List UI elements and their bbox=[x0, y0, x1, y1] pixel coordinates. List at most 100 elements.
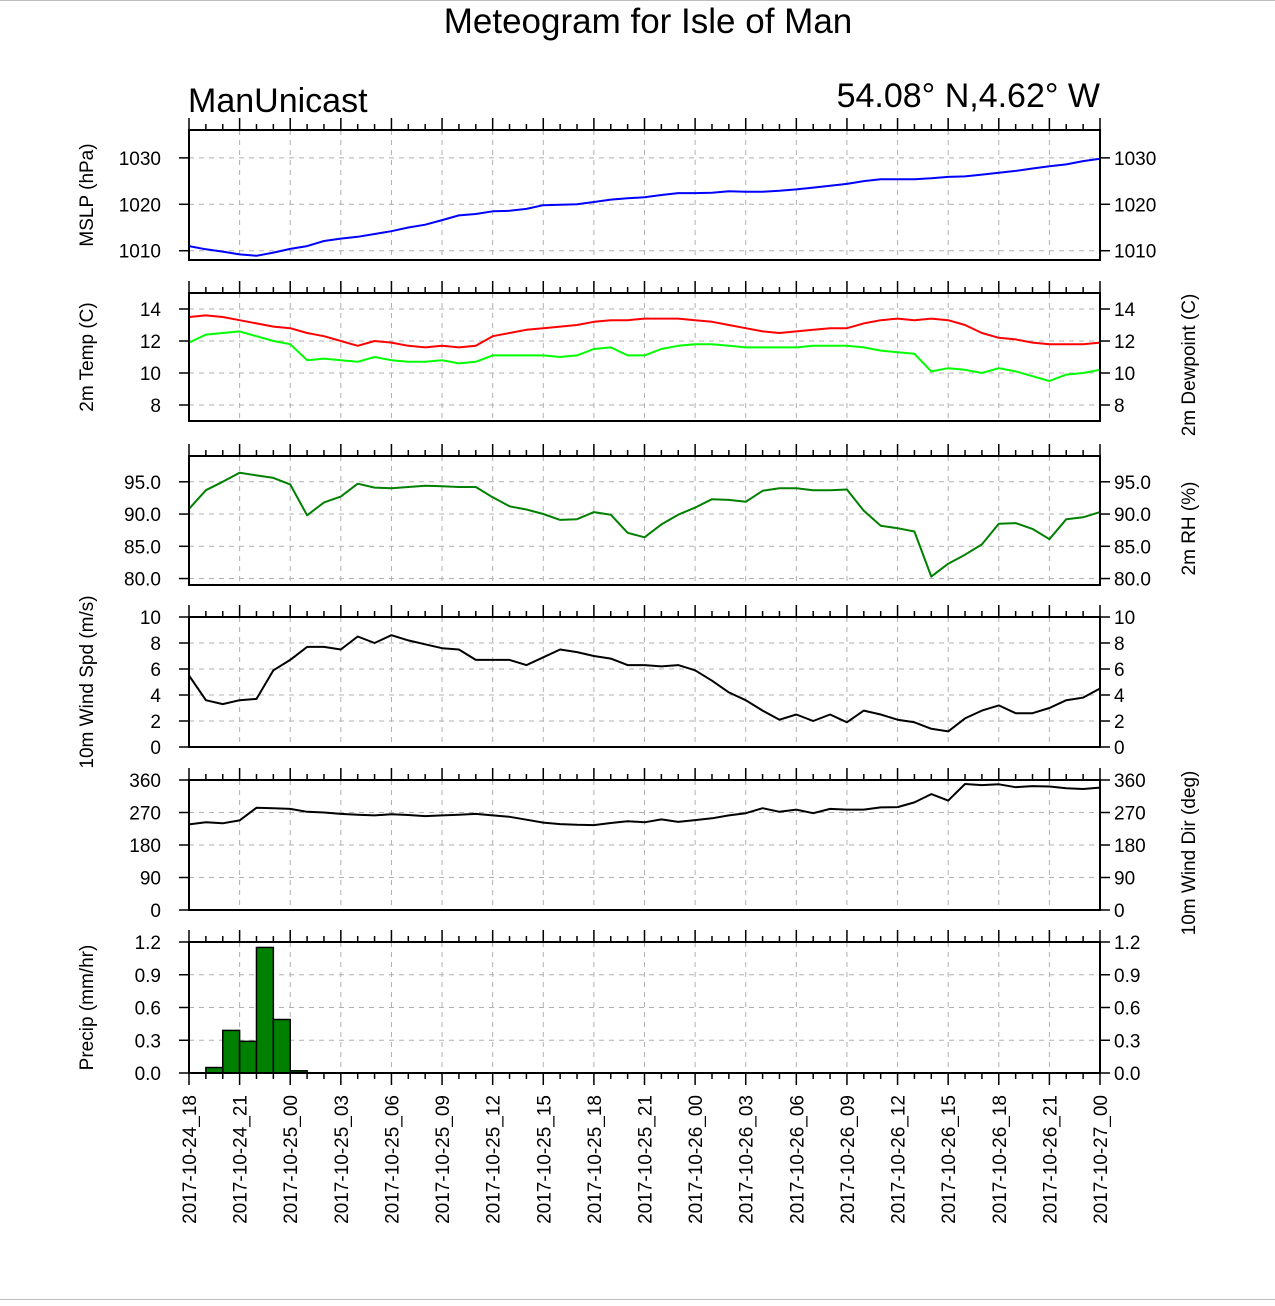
y-tick-label: 270 bbox=[129, 804, 161, 825]
time-axis: 2017-10-24_18 2017-10-24_21 2017-10-25_00 2… bbox=[180, 1095, 1112, 1224]
y-tick-label: 0.0 bbox=[1114, 1064, 1140, 1085]
y-tick-label: 360 bbox=[129, 771, 161, 792]
y-tick-label: 0 bbox=[150, 901, 161, 922]
series-line-wind-speed bbox=[188, 634, 1101, 733]
y-axis-title-right: 2m Dewpoint (C) bbox=[1179, 294, 1200, 437]
y-tick-label: 14 bbox=[140, 300, 162, 321]
series-line-rh bbox=[188, 471, 1101, 578]
y-tick-label: 4 bbox=[1114, 686, 1125, 707]
y-tick-label: 0.9 bbox=[135, 966, 161, 987]
y-tick-label: 95.0 bbox=[124, 473, 161, 494]
y-tick-label: 10 bbox=[1114, 608, 1135, 629]
y-tick-label: 8 bbox=[150, 396, 161, 417]
y-tick-label: 1010 bbox=[119, 242, 161, 263]
y-tick-label: 1.2 bbox=[1114, 933, 1140, 954]
y-tick-label: 80.0 bbox=[124, 570, 161, 591]
panel-rh: 80.0 80.0 85.0 85.0 90.0 90.0 95.0 95.0 2m RH (%… bbox=[124, 444, 1200, 591]
series-line-2m-temp bbox=[188, 314, 1101, 349]
y-tick-label: 6 bbox=[150, 660, 161, 681]
y-tick-label: 180 bbox=[1114, 836, 1146, 857]
y-axis-title-right: 10m Wind Dir (deg) bbox=[1179, 771, 1200, 936]
bottom-border bbox=[0, 1299, 1275, 1300]
x-tick-label: 2017-10-25_18 bbox=[585, 1095, 606, 1224]
y-axis-title: Precip (mm/hr) bbox=[77, 945, 98, 1071]
y-tick-label: 8 bbox=[1114, 396, 1125, 417]
y-tick-label: 0.3 bbox=[1114, 1031, 1140, 1052]
y-axis-title: 10m Wind Spd (m/s) bbox=[77, 595, 98, 768]
panel-temp-dewpoint: 8 8 10 10 12 12 14 14 2m Temp (C) 2m Dewpoint (C) bbox=[77, 281, 1200, 436]
y-tick-label: 0.9 bbox=[1114, 966, 1140, 987]
y-tick-label: 85.0 bbox=[1114, 537, 1151, 558]
x-tick-label: 2017-10-26_12 bbox=[889, 1095, 910, 1224]
y-axis-title-right: 2m RH (%) bbox=[1179, 482, 1200, 576]
panel-mslp: 1010 1010 1020 1020 1030 1030 MSLP (hPa) bbox=[77, 118, 1156, 263]
y-tick-label: 2 bbox=[150, 712, 161, 733]
y-tick-label: 6 bbox=[1114, 660, 1125, 681]
x-tick-label: 2017-10-26_03 bbox=[737, 1095, 758, 1224]
y-tick-label: 0.3 bbox=[135, 1031, 161, 1052]
panel-precip: 0.0 0.0 0.3 0.3 0.6 0.6 0.9 0.9 1.2 1.2 Precip (mm… bbox=[77, 930, 1140, 1085]
x-tick-label: 2017-10-25_09 bbox=[433, 1095, 454, 1224]
y-tick-label: 10 bbox=[1114, 364, 1135, 385]
y-tick-label: 80.0 bbox=[1114, 570, 1151, 591]
location-coordinates: 54.08° N,4.62° W bbox=[837, 77, 1100, 115]
y-tick-label: 1.2 bbox=[135, 933, 161, 954]
x-tick-label: 2017-10-26_00 bbox=[686, 1095, 707, 1224]
panel-wind-dir: 0 0 90 90 180 180 270 270 360 360 10m Wind Dir (de… bbox=[129, 768, 1200, 935]
y-tick-label: 270 bbox=[1114, 804, 1146, 825]
x-tick-label: 2017-10-25_06 bbox=[382, 1095, 403, 1224]
y-tick-label: 85.0 bbox=[124, 537, 161, 558]
x-tick-label: 2017-10-25_21 bbox=[636, 1095, 657, 1224]
y-tick-label: 14 bbox=[1114, 300, 1136, 321]
y-tick-label: 90.0 bbox=[124, 505, 161, 526]
precip-bar bbox=[255, 946, 275, 1074]
y-tick-label: 0 bbox=[1114, 738, 1125, 759]
y-tick-label: 12 bbox=[140, 332, 161, 353]
y-tick-label: 90.0 bbox=[1114, 505, 1151, 526]
precip-bar bbox=[272, 1018, 291, 1074]
series-line-mslp bbox=[188, 157, 1101, 257]
y-tick-label: 12 bbox=[1114, 332, 1135, 353]
x-tick-label: 2017-10-25_03 bbox=[332, 1095, 353, 1224]
y-tick-label: 1020 bbox=[119, 195, 161, 216]
top-border bbox=[0, 0, 1275, 1]
x-tick-label: 2017-10-24_18 bbox=[180, 1095, 201, 1224]
chart-title: Meteogram for Isle of Man bbox=[444, 2, 853, 41]
series-line-2m-dewpoint bbox=[188, 330, 1101, 382]
y-tick-label: 0.6 bbox=[1114, 999, 1140, 1020]
x-tick-label: 2017-10-26_15 bbox=[939, 1095, 960, 1224]
x-tick-label: 2017-10-25_15 bbox=[534, 1095, 555, 1224]
panel-wind-speed: 0 0 2 2 4 4 6 6 8 8 10 10 10m Wind Spd (m/s) bbox=[77, 595, 1135, 768]
y-tick-label: 1010 bbox=[1114, 242, 1156, 263]
y-tick-label: 1030 bbox=[119, 149, 161, 170]
x-tick-label: 2017-10-24_21 bbox=[231, 1095, 252, 1224]
y-tick-label: 1030 bbox=[1114, 149, 1156, 170]
x-tick-label: 2017-10-26_21 bbox=[1040, 1095, 1061, 1224]
y-tick-label: 10 bbox=[140, 608, 161, 629]
y-tick-label: 4 bbox=[150, 686, 161, 707]
y-tick-label: 2 bbox=[1114, 712, 1125, 733]
y-tick-label: 90 bbox=[140, 869, 161, 890]
precip-bar bbox=[221, 1029, 241, 1074]
x-tick-label: 2017-10-26_18 bbox=[990, 1095, 1011, 1224]
y-tick-label: 8 bbox=[150, 634, 161, 655]
x-tick-label: 2017-10-25_00 bbox=[281, 1095, 302, 1224]
y-tick-label: 1020 bbox=[1114, 195, 1156, 216]
y-tick-label: 0 bbox=[150, 738, 161, 759]
station-name: ManUnicast bbox=[188, 82, 368, 120]
y-tick-label: 90 bbox=[1114, 869, 1135, 890]
y-tick-label: 180 bbox=[129, 836, 161, 857]
y-tick-label: 95.0 bbox=[1114, 473, 1151, 494]
precip-bar bbox=[238, 1040, 258, 1074]
y-tick-label: 0 bbox=[1114, 901, 1125, 922]
y-tick-label: 10 bbox=[140, 364, 161, 385]
x-tick-label: 2017-10-26_06 bbox=[787, 1095, 808, 1224]
series-line-wind-dir bbox=[188, 783, 1101, 827]
y-tick-label: 360 bbox=[1114, 771, 1146, 792]
y-tick-label: 0.0 bbox=[135, 1064, 161, 1085]
y-axis-title: 2m Temp (C) bbox=[77, 302, 98, 411]
x-tick-label: 2017-10-26_09 bbox=[838, 1095, 859, 1224]
